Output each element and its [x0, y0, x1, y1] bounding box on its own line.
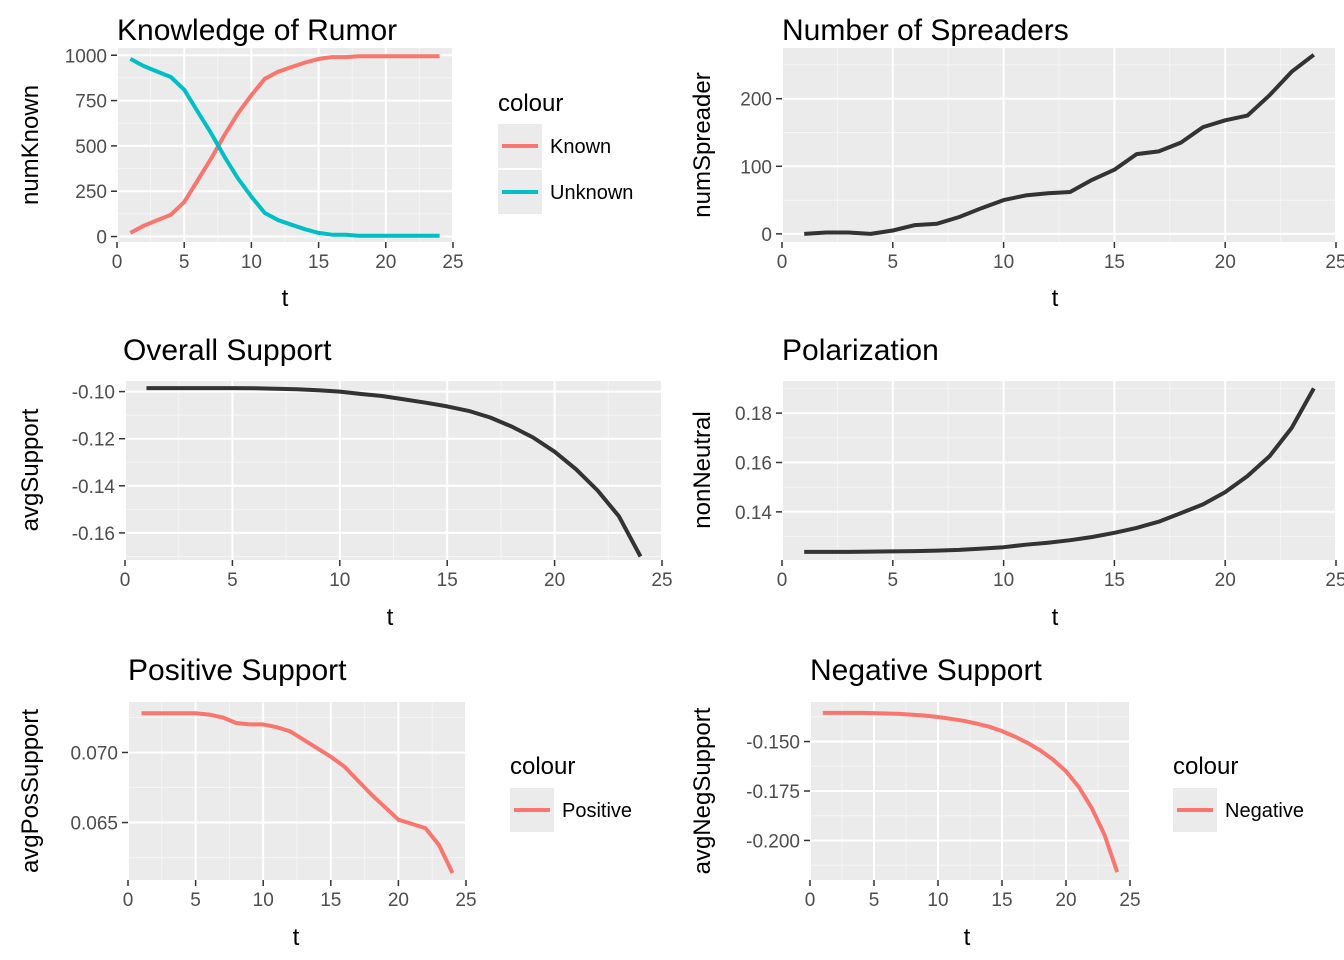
- legend-label: Unknown: [550, 182, 633, 204]
- chart-title: Positive Support: [128, 654, 347, 687]
- y-tick-label: 0.16: [735, 453, 772, 474]
- y-tick-label: 0.14: [735, 503, 772, 524]
- x-tick-label: 0: [112, 252, 123, 273]
- legend: colour Negative: [1173, 753, 1304, 832]
- y-tick-label: -0.200: [746, 831, 800, 852]
- x-tick-label: 25: [1325, 252, 1344, 273]
- x-tick-label: 15: [991, 890, 1012, 911]
- y-tick-label: -0.16: [72, 524, 115, 545]
- legend: colour Known Unknown: [498, 90, 633, 214]
- x-tick-label: 0: [777, 252, 788, 273]
- x-tick-label: 10: [993, 570, 1014, 591]
- x-tick-label: 20: [1215, 570, 1236, 591]
- y-tick-label: -0.10: [72, 383, 115, 404]
- x-tick-label: 10: [993, 252, 1014, 273]
- x-tick-label: 10: [241, 252, 262, 273]
- x-tick-label: 5: [869, 890, 880, 911]
- legend-title: colour: [498, 90, 563, 117]
- legend-title: colour: [510, 753, 575, 780]
- x-tick-label: 20: [1055, 890, 1076, 911]
- x-tick-label: 0: [777, 570, 788, 591]
- y-tick-label: 250: [75, 182, 107, 203]
- legend: colour Positive: [510, 753, 632, 832]
- series-line-known: [129, 54, 440, 235]
- y-tick-label: 0.065: [70, 814, 118, 835]
- x-axis-title: t: [293, 924, 300, 951]
- x-axis-title: t: [282, 285, 289, 312]
- x-axis-title: t: [387, 604, 394, 631]
- chart-title: Number of Spreaders: [782, 14, 1069, 47]
- x-tick-label: 0: [805, 890, 816, 911]
- y-tick-label: -0.175: [746, 782, 800, 803]
- x-tick-label: 25: [455, 890, 476, 911]
- y-tick-label: -0.150: [746, 733, 800, 754]
- y-tick-label: 500: [75, 137, 107, 158]
- x-axis-title: t: [1052, 604, 1059, 631]
- chart-polarization: 0 5 10 15 20 25 0.14 0.16 0.18 Polarization t nonNe…: [689, 334, 1344, 631]
- x-tick-label: 15: [320, 890, 341, 911]
- chart-positive: 0 5 10 15 20 25 0.065 0.070 Positive Support t avg…: [17, 654, 632, 951]
- series-line-overall: [146, 386, 643, 558]
- y-tick-label: 1000: [65, 46, 107, 67]
- x-tick-label: 5: [888, 570, 899, 591]
- x-tick-label: 0: [120, 570, 131, 591]
- x-tick-label: 5: [227, 570, 238, 591]
- x-tick-label: 5: [190, 890, 201, 911]
- legend-label: Negative: [1225, 800, 1304, 822]
- legend-label: Positive: [562, 800, 632, 822]
- series-line-positive: [141, 711, 455, 874]
- y-axis-title: numSpreader: [689, 72, 716, 217]
- chart-title: Knowledge of Rumor: [117, 14, 397, 47]
- y-tick-label: 0: [761, 225, 772, 246]
- chart-title: Negative Support: [810, 654, 1042, 687]
- x-axis-title: t: [1052, 285, 1059, 312]
- x-tick-label: 5: [179, 252, 190, 273]
- x-tick-label: 5: [888, 252, 899, 273]
- x-tick-label: 20: [375, 252, 396, 273]
- x-tick-label: 15: [1104, 570, 1125, 591]
- y-axis-title: avgSupport: [17, 408, 44, 531]
- x-tick-label: 15: [437, 570, 458, 591]
- chart-negative: 0 5 10 15 20 25 -0.200 -0.175 -0.150 Negative Sup…: [689, 654, 1304, 951]
- x-tick-label: 20: [1215, 252, 1236, 273]
- y-tick-label: 0.18: [735, 404, 772, 425]
- x-tick-label: 20: [388, 890, 409, 911]
- x-tick-label: 20: [544, 570, 565, 591]
- legend-label: Known: [550, 136, 611, 158]
- x-tick-label: 10: [927, 890, 948, 911]
- legend-title: colour: [1173, 753, 1238, 780]
- x-tick-label: 10: [329, 570, 350, 591]
- series-line-negative: [822, 710, 1120, 873]
- y-tick-label: 0.070: [70, 743, 118, 764]
- y-tick-label: 200: [740, 90, 772, 111]
- x-tick-label: 15: [308, 252, 329, 273]
- y-axis-title: avgPosSupport: [17, 709, 44, 873]
- x-tick-label: 25: [651, 570, 672, 591]
- chart-spreaders: 0 5 10 15 20 25 0 100 200 Number of Spreaders t num…: [689, 14, 1344, 312]
- x-tick-label: 10: [253, 890, 274, 911]
- y-tick-label: -0.12: [72, 430, 115, 451]
- x-axis-title: t: [964, 924, 971, 951]
- x-tick-label: 25: [1325, 570, 1344, 591]
- chart-title: Overall Support: [123, 334, 332, 367]
- y-tick-label: 100: [740, 157, 772, 178]
- y-axis-title: nonNeutral: [689, 411, 716, 528]
- y-axis-title: avgNegSupport: [689, 707, 716, 874]
- y-axis-title: numKnown: [17, 85, 44, 205]
- y-tick-label: 750: [75, 92, 107, 113]
- chart-overall: 0 5 10 15 20 25 -0.16 -0.14 -0.12 -0.10 Overall Su…: [17, 334, 673, 631]
- x-tick-label: 15: [1104, 252, 1125, 273]
- x-tick-label: 25: [1119, 890, 1140, 911]
- y-tick-label: 0: [96, 228, 107, 249]
- series-line-polarization: [804, 387, 1316, 554]
- chart-title: Polarization: [782, 334, 939, 367]
- series-line-spreaders: [804, 53, 1316, 236]
- x-tick-label: 0: [123, 890, 134, 911]
- series-line-unknown: [129, 57, 440, 238]
- y-tick-label: -0.14: [72, 477, 116, 498]
- x-tick-label: 25: [442, 252, 463, 273]
